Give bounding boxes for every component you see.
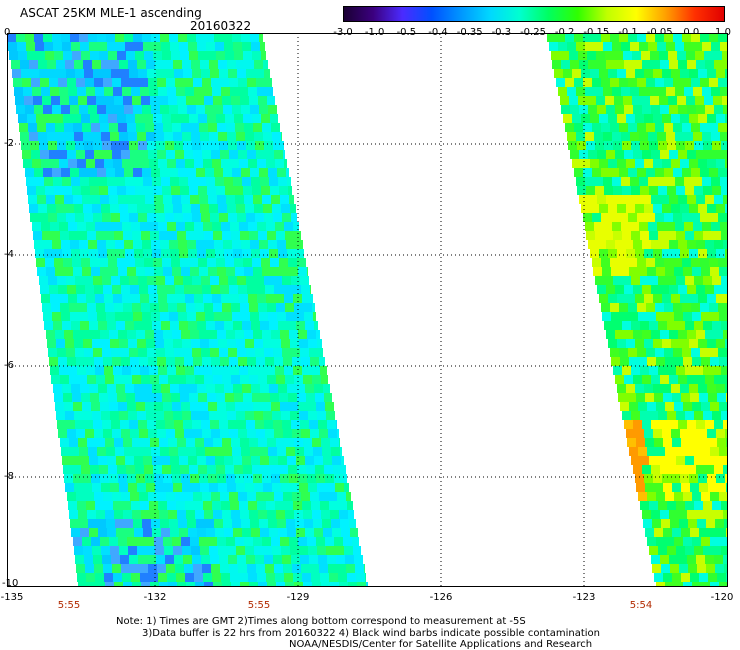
x-tick-129: -129 <box>286 592 310 603</box>
colorbar-tick-label: -0.25 <box>520 27 546 38</box>
map-title: ASCAT 25KM MLE-1 ascending <box>20 6 202 20</box>
colorbar-tick-label: -0.2 <box>554 27 575 38</box>
map-date: 20160322 <box>190 19 252 33</box>
x-tick-135: -135 <box>0 592 24 603</box>
colorbar-tick-label: -1.0 <box>364 27 385 38</box>
colorbar-tick-label: 1.0 <box>715 27 731 38</box>
map-frame <box>7 33 728 587</box>
colorbar-tick-label: -0.1 <box>618 27 638 38</box>
colorbar-tick-label: 0.0 <box>683 27 700 38</box>
swath-cells <box>7 33 728 587</box>
x-tick-126: -126 <box>429 592 453 603</box>
y-tick-4: -4 <box>4 249 14 260</box>
colorbar-tick-label: -0.4 <box>428 27 448 38</box>
pass-time-2: 5:55 <box>247 600 271 611</box>
pass-time-1: 5:55 <box>57 600 81 611</box>
y-tick-6: -6 <box>4 360 14 371</box>
colorbar-tick-label: -3.0 <box>333 27 353 38</box>
note-line-3: NOAA/NESDIS/Center for Satellite Applica… <box>289 639 593 650</box>
note-line-1: Note: 1) Times are GMT 2)Times along bot… <box>116 616 526 627</box>
colorbar <box>343 6 725 22</box>
y-tick-2: -2 <box>4 138 14 149</box>
colorbar-tick-label: -0.35 <box>456 27 483 38</box>
y-tick-0: 0 <box>4 27 11 38</box>
y-tick-10: -10 <box>2 578 19 589</box>
x-tick-132: -132 <box>143 592 167 603</box>
colorbar-tick-label: -0.05 <box>646 27 673 38</box>
colorbar-tick-label: -0.3 <box>491 27 512 38</box>
colorbar-tick-label: -0.15 <box>583 27 610 38</box>
note-line-2: 3)Data buffer is 22 hrs from 20160322 4)… <box>142 628 600 639</box>
x-tick-120: -120 <box>710 592 734 603</box>
x-tick-123: -123 <box>572 592 596 603</box>
colorbar-tick-label: -0.5 <box>396 27 417 38</box>
swath-map <box>7 33 728 587</box>
pass-time-3: 5:54 <box>629 600 653 611</box>
y-tick-8: -8 <box>4 471 14 482</box>
grid-lines <box>7 33 728 587</box>
